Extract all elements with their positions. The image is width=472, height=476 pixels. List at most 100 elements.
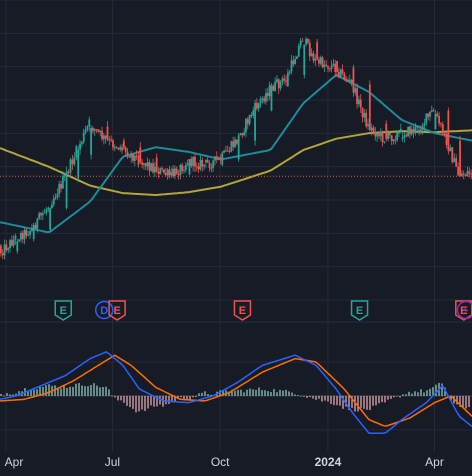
candle-body <box>212 160 215 168</box>
macd-histogram-bar <box>399 395 401 398</box>
time-axis: Apr Jul Oct 2024 Apr <box>5 455 444 469</box>
macd-histogram-bar <box>306 395 308 398</box>
candle-body <box>457 166 460 176</box>
candle-body <box>268 84 271 97</box>
macd-histogram-bar <box>237 389 239 396</box>
candle-body <box>336 60 338 73</box>
macd-histogram-bar <box>18 391 20 396</box>
macd-histogram-bar <box>78 383 80 396</box>
candle-body <box>327 66 329 69</box>
candle-body <box>223 150 225 153</box>
candle-body <box>122 140 125 148</box>
candle-body <box>82 132 85 142</box>
candle-body <box>410 129 413 135</box>
candle-body <box>181 164 184 172</box>
split-marker[interactable]: ⚡ <box>456 300 472 320</box>
candle-body <box>32 224 35 240</box>
candle-body <box>148 162 151 171</box>
candle-body <box>29 230 31 235</box>
candle-body <box>201 160 204 167</box>
candle-body <box>65 171 68 209</box>
candle-body <box>263 98 266 102</box>
candle-body <box>21 232 24 240</box>
candle-body <box>321 57 324 68</box>
candle-body <box>432 110 435 112</box>
macd-histogram-bar <box>444 387 446 396</box>
candle-body <box>139 147 142 163</box>
candle-body <box>51 204 53 209</box>
macd-histogram-bar <box>81 385 83 396</box>
macd-histogram-bar <box>9 394 11 396</box>
x-tick-label: Jul <box>105 455 120 469</box>
candle-body <box>297 45 300 57</box>
candle-body <box>159 168 162 175</box>
candle-body <box>337 72 340 77</box>
candle-body <box>330 65 333 69</box>
macd-histogram-bar <box>405 394 407 396</box>
earnings-marker[interactable]: E <box>233 300 252 321</box>
macd-histogram-bar <box>15 393 17 396</box>
macd-histogram-bar <box>270 391 272 396</box>
candle-body <box>407 126 410 137</box>
candle-body <box>137 155 140 165</box>
candle-body <box>210 167 213 169</box>
earnings-marker[interactable]: E <box>455 300 472 321</box>
macd-histogram-bar <box>189 395 191 401</box>
macd-histogram-bar <box>318 395 320 399</box>
candle-body <box>290 60 293 72</box>
macd-histogram-bar <box>348 395 350 410</box>
candle-body <box>10 240 13 246</box>
candle-body <box>49 208 52 230</box>
candle-body <box>430 110 433 112</box>
candle-body <box>401 137 404 139</box>
candle-body <box>381 131 384 143</box>
candle-body <box>47 208 50 210</box>
candle-body <box>352 67 355 93</box>
candle-body <box>350 79 353 83</box>
candle-body <box>206 160 209 163</box>
candle-body <box>436 113 439 117</box>
candle-body <box>52 198 55 205</box>
marker-letter: D <box>100 305 108 317</box>
macd-histogram-bar <box>42 386 44 396</box>
macd-histogram-bar <box>309 395 311 398</box>
macd-histogram-bar <box>3 395 5 397</box>
candle-body <box>166 169 169 176</box>
earnings-marker[interactable]: E <box>350 300 369 321</box>
macd-histogram-bar <box>342 395 344 409</box>
macd-histogram-bar <box>396 395 398 397</box>
candle-body <box>5 244 8 251</box>
x-tick-label: Apr <box>5 455 24 469</box>
x-tick-label: 2024 <box>315 455 342 469</box>
marker-letter: E <box>356 305 363 317</box>
dividend-marker[interactable]: D <box>94 300 114 320</box>
candle-body <box>367 124 369 127</box>
candle-body <box>175 168 178 175</box>
candle-body <box>174 168 176 177</box>
candle-body <box>345 79 348 81</box>
candle-body <box>135 155 138 157</box>
macd-histogram-bar <box>357 395 359 412</box>
candle-body <box>40 213 42 216</box>
candle-body <box>228 150 231 152</box>
candle-body <box>36 218 39 229</box>
candle-body <box>318 59 320 64</box>
candle-body <box>183 169 185 172</box>
candle-body <box>339 69 342 77</box>
earnings-marker[interactable]: E <box>54 300 72 321</box>
candle-body <box>440 123 442 125</box>
earnings-marker[interactable]: E <box>108 300 126 321</box>
macd-histogram-bar <box>0 393 2 396</box>
macd-histogram-bar <box>150 395 152 406</box>
candle-body <box>416 126 419 128</box>
macd-histogram-bar <box>198 393 200 396</box>
macd-histogram-bar <box>138 395 140 412</box>
macd-histogram-bar <box>147 395 149 409</box>
candle-body <box>359 99 362 108</box>
event-markers[interactable]: E D E E E E⚡ <box>54 300 472 321</box>
candle-body <box>429 111 431 117</box>
macd-histogram-bar <box>135 395 137 413</box>
candle-body <box>248 115 251 124</box>
